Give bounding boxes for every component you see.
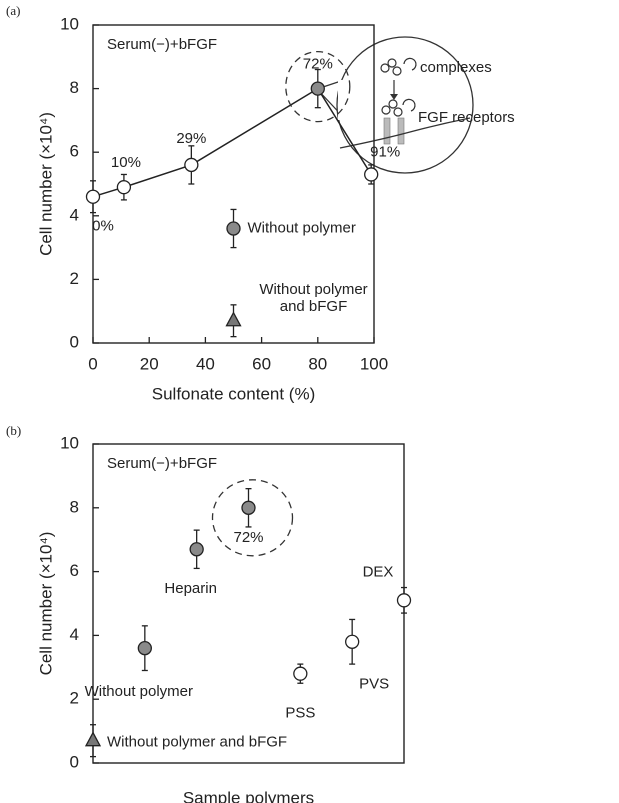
- category-label: Heparin: [164, 580, 217, 597]
- y-tick-label: 6: [70, 561, 79, 580]
- point-name: Without polymer: [259, 281, 367, 298]
- line: [93, 89, 371, 197]
- x-tick-label: 80: [308, 354, 327, 373]
- x-axis-title: Sample polymers: [183, 788, 314, 803]
- category-label: Without polymer: [85, 683, 193, 700]
- x-tick-label: 20: [140, 354, 159, 373]
- y-tick-label: 8: [70, 497, 79, 516]
- point-name: Without polymer: [248, 219, 356, 236]
- point: [346, 635, 359, 648]
- y-tick-label: 8: [70, 78, 79, 97]
- category-label: 72%: [233, 529, 263, 546]
- panel-label: (b): [6, 423, 21, 438]
- x-axis-title: Sulfonate content (%): [152, 384, 315, 403]
- point: [138, 642, 151, 655]
- point-label: 72%: [303, 56, 333, 73]
- x-tick-label: 100: [360, 354, 388, 373]
- category-label: PSS: [285, 705, 315, 722]
- y-tick-label: 6: [70, 142, 79, 161]
- y-tick-label: 4: [70, 625, 79, 644]
- figure: complexes FGF receptors (a) Serum(−)+bFGF…: [0, 0, 619, 803]
- x-tick-label: 40: [196, 354, 215, 373]
- point: [190, 543, 203, 556]
- y-tick-label: 0: [70, 332, 79, 351]
- point-label: 0%: [92, 218, 114, 235]
- point: [365, 168, 378, 181]
- y-tick-label: 10: [60, 433, 79, 452]
- point: [117, 181, 130, 194]
- callout: complexes FGF receptors: [317, 37, 515, 173]
- point: [311, 82, 324, 95]
- point-label: 29%: [176, 130, 206, 147]
- x-tick-label: 0: [88, 354, 97, 373]
- y-axis-title: Cell number (×10⁴): [36, 112, 55, 256]
- category-label: DEX: [363, 563, 394, 580]
- point: [242, 501, 255, 514]
- y-tick-label: 2: [70, 689, 79, 708]
- x-tick-label: 60: [252, 354, 271, 373]
- point-label: 10%: [111, 154, 141, 171]
- point: [87, 190, 100, 203]
- point-name: and bFGF: [280, 298, 348, 315]
- y-tick-label: 4: [70, 205, 79, 224]
- y-tick-label: 10: [60, 14, 79, 33]
- y-axis-title: Cell number (×10⁴): [36, 532, 55, 676]
- point: [398, 594, 411, 607]
- point: [227, 222, 240, 235]
- point: [86, 733, 100, 746]
- category-label: Without polymer and bFGF: [107, 734, 287, 751]
- panel-label: (a): [6, 3, 20, 18]
- inset-text: Serum(−)+bFGF: [107, 36, 217, 53]
- y-tick-label: 2: [70, 269, 79, 288]
- point: [227, 313, 241, 326]
- point: [294, 667, 307, 680]
- point: [185, 158, 198, 171]
- y-tick-label: 0: [70, 752, 79, 771]
- annotation: FGF receptors: [418, 109, 515, 126]
- inset-text: Serum(−)+bFGF: [107, 455, 217, 472]
- point-label: 91%: [370, 143, 400, 160]
- category-label: PVS: [359, 676, 389, 693]
- annotation: complexes: [420, 59, 492, 76]
